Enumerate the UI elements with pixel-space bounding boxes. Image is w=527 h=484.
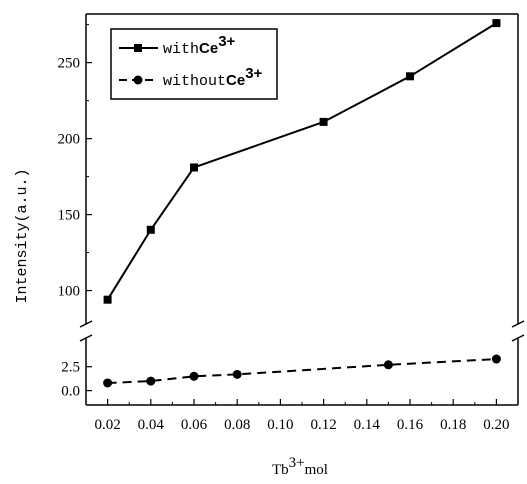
x-axis-title-main: Tb [272, 462, 289, 478]
y-axis-title: Intensity(a.u.) [14, 168, 31, 303]
legend-series-2-sup: 3+ [245, 65, 262, 82]
series-1-point [319, 117, 328, 126]
plot-frame [79, 13, 525, 406]
x-axis-title-sup: 3+ [289, 455, 305, 471]
x-axis-title-unit: mol [305, 462, 328, 478]
legend-series-2-name: without [163, 73, 226, 90]
legend-series-1-sup: 3+ [218, 33, 235, 50]
legend: withCe3+ withoutCe3+ [110, 28, 278, 100]
series-1-point [492, 19, 501, 28]
axis-break-mark [511, 320, 525, 328]
legend-label-series-2: withoutCe3+ [163, 65, 263, 90]
x-tick-label: 0.14 [354, 417, 381, 433]
x-tick-label: 0.04 [138, 417, 165, 433]
axis-break-mark [79, 334, 93, 342]
y-tick-label: 0.0 [61, 384, 80, 400]
series-2-point [383, 360, 393, 370]
x-tick-label: 0.02 [94, 417, 120, 433]
legend-label-series-1: withCe3+ [163, 33, 236, 58]
legend-series-1-name: with [163, 41, 199, 58]
y-tick-label: 250 [58, 56, 81, 72]
legend-marker-series-2 [133, 75, 143, 85]
x-tick-label: 0.18 [440, 417, 466, 433]
series-2-point [189, 371, 199, 381]
x-tick-label: 0.12 [310, 417, 336, 433]
axis-break-mark [79, 320, 93, 328]
series-2-point [491, 354, 501, 364]
y-tick-label: 200 [58, 132, 81, 148]
series-1-point [190, 163, 198, 172]
series-2-point [103, 378, 113, 388]
y-tick-label: 150 [58, 208, 81, 224]
series-1-point [146, 225, 155, 234]
legend-box [110, 28, 278, 100]
x-tick-label: 0.16 [397, 417, 424, 433]
y-tick-label: 2.5 [61, 360, 80, 376]
x-tick-label: 0.06 [181, 417, 208, 433]
series-layer [103, 19, 501, 388]
x-tick-label: 0.10 [267, 417, 293, 433]
series-1-point [406, 72, 414, 81]
x-tick-label: 0.20 [483, 417, 509, 433]
tick-labels: 0.02 0.04 0.06 0.08 0.10 0.12 0.14 0.16 0.18 0.20… [58, 56, 510, 433]
series-1-point [103, 295, 112, 304]
axis-break-mark [511, 334, 525, 342]
x-axis-title: Tb3+mol [272, 455, 328, 478]
series-line-1 [106, 22, 497, 301]
series-2-point [232, 369, 242, 379]
legend-series-2-suffix: Ce [226, 72, 245, 89]
series-line-2 [107, 358, 497, 384]
x-tick-label: 0.08 [224, 417, 250, 433]
series-2-point [146, 376, 156, 386]
legend-marker-series-1 [134, 44, 142, 52]
legend-series-1-suffix: Ce [199, 40, 218, 57]
y-tick-label: 100 [58, 284, 81, 300]
axis-ticks [86, 24, 497, 405]
